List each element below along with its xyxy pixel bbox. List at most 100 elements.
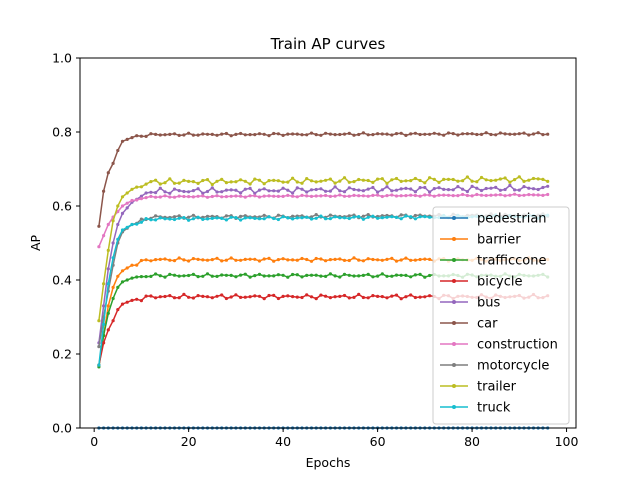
data-point [177, 274, 181, 278]
data-point [182, 178, 186, 182]
data-point [191, 272, 195, 276]
data-point [352, 274, 356, 278]
data-point [517, 188, 521, 192]
data-point [130, 187, 134, 191]
data-point [347, 186, 351, 190]
data-point [234, 132, 238, 136]
data-point [338, 275, 342, 279]
data-point [139, 258, 143, 263]
data-point [465, 193, 469, 198]
data-point [479, 175, 484, 180]
data-point [239, 178, 243, 182]
data-point [144, 182, 148, 186]
data-point [144, 294, 148, 298]
data-point [220, 195, 224, 199]
data-point [338, 193, 342, 197]
data-point [357, 177, 361, 182]
data-point [168, 177, 172, 181]
y-axis-label: AP [28, 234, 43, 251]
x-tick-label: 60 [370, 434, 386, 449]
data-point [513, 192, 517, 196]
data-point [498, 188, 502, 192]
data-point [281, 257, 285, 261]
data-point [106, 222, 110, 227]
data-point [111, 161, 115, 165]
data-point [196, 257, 200, 261]
data-point [106, 311, 110, 315]
data-point [513, 132, 517, 136]
data-point [541, 177, 545, 181]
data-point [106, 282, 110, 286]
data-point [220, 177, 224, 181]
data-point [257, 294, 262, 298]
data-point [253, 274, 257, 278]
data-point [366, 194, 370, 198]
data-point [305, 257, 309, 262]
data-point [291, 214, 295, 218]
legend-marker [452, 279, 456, 283]
data-point [324, 131, 328, 135]
data-point [144, 275, 148, 279]
data-point [281, 194, 285, 198]
data-point [291, 194, 295, 198]
data-point [158, 133, 162, 137]
data-point [361, 178, 365, 182]
data-point [300, 216, 304, 220]
data-point [328, 296, 332, 300]
legend-marker [452, 384, 456, 388]
data-point [423, 132, 427, 136]
data-point [352, 295, 356, 299]
data-point [286, 216, 290, 220]
data-point [376, 190, 380, 194]
data-point [531, 187, 536, 191]
data-point [234, 194, 238, 198]
data-point [201, 132, 205, 136]
data-point [418, 186, 422, 190]
data-point [503, 194, 507, 198]
data-point [158, 186, 162, 190]
data-point [139, 185, 143, 189]
data-point [102, 234, 106, 238]
data-point [239, 258, 243, 262]
data-point [409, 132, 413, 136]
data-point [276, 189, 280, 193]
data-point [503, 187, 507, 192]
data-point [413, 131, 417, 135]
data-point [243, 195, 247, 199]
data-point [418, 272, 422, 276]
data-point [305, 215, 309, 219]
data-point [461, 187, 465, 191]
data-point [484, 193, 488, 198]
data-point [182, 274, 186, 278]
data-point [97, 245, 101, 249]
data-point [210, 216, 214, 220]
data-point [319, 274, 323, 278]
data-point [522, 131, 526, 135]
data-point [253, 194, 257, 198]
data-point [276, 179, 280, 183]
data-point [215, 190, 219, 194]
data-point [394, 215, 399, 219]
data-point [342, 194, 347, 198]
data-point [418, 257, 422, 262]
data-point [281, 273, 285, 277]
data-point [470, 179, 474, 183]
y-tick-label: 0.8 [52, 125, 72, 140]
data-point [149, 194, 153, 198]
data-point [267, 189, 271, 193]
data-point [257, 178, 262, 182]
data-point [357, 194, 361, 198]
data-point [418, 132, 422, 137]
data-point [428, 257, 432, 261]
data-point [503, 176, 507, 180]
data-point [357, 188, 361, 192]
legend-item-bus: bus [440, 296, 500, 311]
legend-item-truck: truck [440, 401, 511, 416]
data-point [437, 186, 441, 190]
data-point [371, 133, 375, 137]
data-point [154, 258, 158, 262]
data-point [262, 213, 266, 217]
data-point [541, 185, 545, 190]
data-point [135, 198, 139, 202]
data-point [191, 217, 195, 221]
